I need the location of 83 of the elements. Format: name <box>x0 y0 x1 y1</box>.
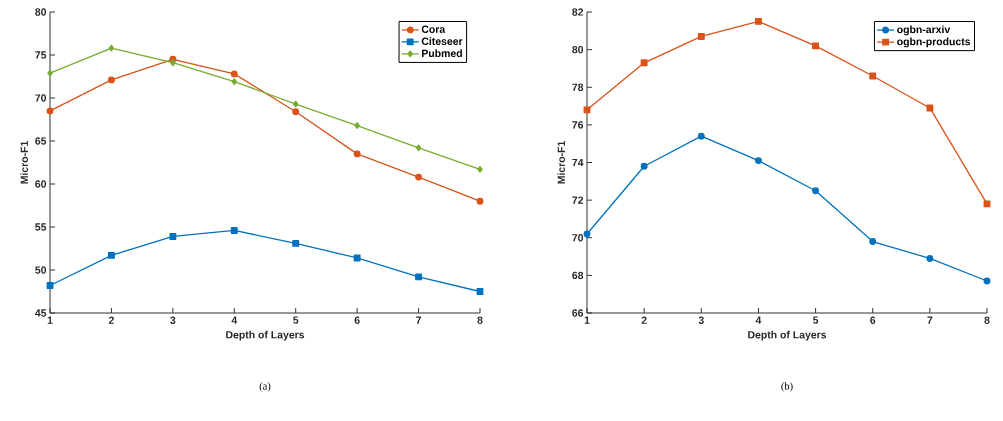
point <box>983 277 991 285</box>
y-tick-label: 45 <box>35 309 47 317</box>
legend-label: Citeseer <box>421 37 463 45</box>
point <box>47 69 53 77</box>
point <box>46 282 54 289</box>
point <box>292 239 300 247</box>
point <box>476 197 484 205</box>
legend-label: ogbn-arxiv <box>897 25 951 36</box>
legend-label: ogbn-products <box>897 37 971 48</box>
x-tick-label: 3 <box>170 316 176 324</box>
x-axis-title: Depth of Layers <box>226 330 305 341</box>
point <box>292 108 300 116</box>
y-tick-label: 68 <box>572 271 584 280</box>
y-axis-title: Micro-F1 <box>20 141 29 184</box>
point <box>354 122 360 129</box>
point <box>476 288 484 295</box>
point <box>697 132 705 140</box>
x-tick-label: 8 <box>984 316 990 324</box>
point <box>415 144 422 152</box>
point <box>46 107 54 115</box>
x-tick-label: 1 <box>584 316 590 324</box>
x-tick-label: 2 <box>641 316 647 324</box>
x-tick-label: 5 <box>293 316 299 324</box>
y-tick-label: 66 <box>572 309 584 317</box>
y-tick-label: 80 <box>572 45 584 54</box>
y-tick-label: 60 <box>35 180 47 188</box>
point <box>108 44 115 52</box>
x-tick-label: 5 <box>813 316 819 324</box>
y-tick-label: 72 <box>572 196 584 204</box>
point <box>869 238 877 245</box>
point <box>983 200 991 208</box>
point <box>926 255 934 262</box>
x-tick-label: 4 <box>231 316 238 324</box>
point <box>107 76 115 84</box>
point <box>583 230 591 238</box>
point <box>230 227 238 234</box>
point <box>170 59 176 67</box>
y-tick-label: 82 <box>572 8 584 16</box>
y-tick-label: 55 <box>35 223 47 231</box>
y-tick-label: 75 <box>35 51 47 59</box>
x-tick-label: 3 <box>698 316 704 324</box>
x-tick-label: 7 <box>927 316 933 324</box>
point <box>640 59 648 67</box>
point <box>292 100 299 108</box>
x-tick-label: 8 <box>477 316 483 324</box>
y-tick-label: 76 <box>572 121 584 129</box>
x-tick-label: 4 <box>755 316 762 324</box>
point <box>169 233 177 240</box>
point <box>812 187 820 195</box>
y-tick-label: 70 <box>35 94 47 102</box>
text: (b) <box>781 382 793 392</box>
point <box>869 72 877 80</box>
point <box>353 254 361 262</box>
x-tick-label: 2 <box>108 316 114 324</box>
point <box>230 70 238 78</box>
point <box>415 173 423 181</box>
legend-label: Pubmed <box>422 49 462 58</box>
point <box>697 33 705 40</box>
legend-label: Cora <box>421 25 446 33</box>
x-tick-label: 1 <box>47 316 53 324</box>
y-axis-title: Micro-F1 <box>557 141 566 184</box>
y-tick-label: 50 <box>35 266 47 274</box>
point <box>107 251 115 259</box>
x-tick-label: 6 <box>354 316 360 324</box>
point <box>231 78 238 86</box>
point <box>755 157 762 165</box>
point <box>755 17 762 25</box>
y-tick-label: 65 <box>35 137 47 145</box>
point <box>812 42 820 50</box>
x-tick-label: 7 <box>416 316 422 324</box>
text: (a) <box>259 382 271 392</box>
point <box>415 273 423 281</box>
point <box>353 150 361 158</box>
point <box>477 165 483 173</box>
y-tick-label: 74 <box>572 158 584 167</box>
y-tick-label: 70 <box>572 234 584 242</box>
x-tick-label: 6 <box>870 316 876 324</box>
x-axis-title: Depth of Layers <box>748 330 827 341</box>
point <box>583 106 591 114</box>
point <box>926 104 934 112</box>
y-tick-label: 78 <box>572 83 584 91</box>
y-tick-label: 80 <box>35 8 47 16</box>
point <box>640 162 648 170</box>
